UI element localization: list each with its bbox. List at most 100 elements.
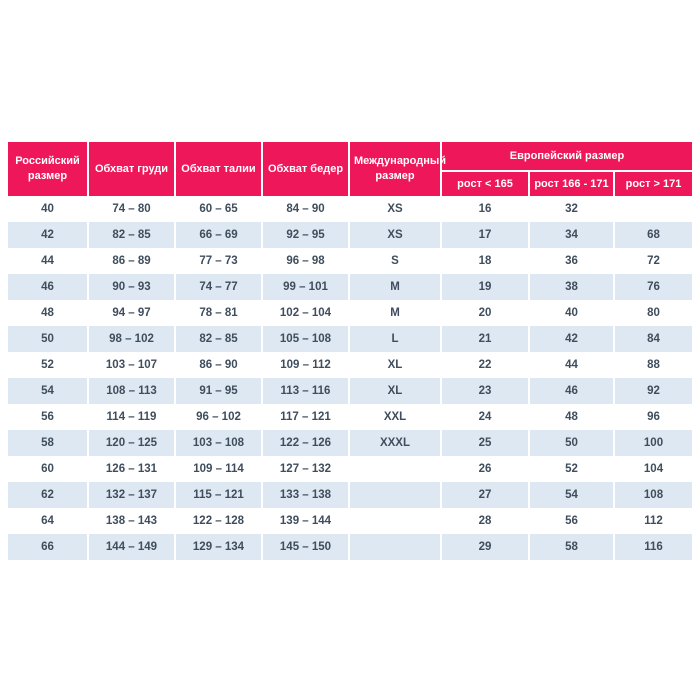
table-cell: XL <box>348 352 440 378</box>
table-cell: 132 – 137 <box>87 482 174 508</box>
table-cell: 68 <box>613 222 692 248</box>
table-row: 66 144 – 149 129 – 134 145 – 150 29 58 116 <box>8 534 692 560</box>
table-cell: 109 – 114 <box>174 456 261 482</box>
table-cell: 25 <box>440 430 528 456</box>
table-cell: 84 <box>613 326 692 352</box>
header-hips: Обхват бедер <box>261 142 348 196</box>
table-body: 40 74 – 80 60 – 65 84 – 90 XS 16 32 42 82 – 85 66… <box>8 196 692 560</box>
table-row: 64 138 – 143 122 – 128 139 – 144 28 56 112 <box>8 508 692 534</box>
table-cell: 84 – 90 <box>261 196 348 222</box>
header-international-size: Международный размер <box>348 142 446 196</box>
table-cell: M <box>348 300 440 326</box>
table-cell: 16 <box>440 196 528 222</box>
table-cell: 42 <box>8 222 87 248</box>
table-cell: 74 – 80 <box>87 196 174 222</box>
table-cell: 23 <box>440 378 528 404</box>
table-cell: 91 – 95 <box>174 378 261 404</box>
table-cell: 122 – 126 <box>261 430 348 456</box>
table-cell: 54 <box>528 482 613 508</box>
table-cell: XS <box>348 196 440 222</box>
table-cell: 46 <box>8 274 87 300</box>
table-cell: M <box>348 274 440 300</box>
table-cell: 104 <box>613 456 692 482</box>
table-cell: 40 <box>8 196 87 222</box>
table-cell: 52 <box>528 456 613 482</box>
table-cell <box>348 482 440 508</box>
table-cell: 120 – 125 <box>87 430 174 456</box>
table-cell: 36 <box>528 248 613 274</box>
table-cell: 145 – 150 <box>261 534 348 560</box>
table-cell: 117 – 121 <box>261 404 348 430</box>
table-cell: 27 <box>440 482 528 508</box>
table-cell: 21 <box>440 326 528 352</box>
table-cell: 100 <box>613 430 692 456</box>
table-cell <box>348 508 440 534</box>
table-cell: 44 <box>528 352 613 378</box>
table-cell: 99 – 101 <box>261 274 348 300</box>
table-cell: 129 – 134 <box>174 534 261 560</box>
table-cell: 96 – 102 <box>174 404 261 430</box>
table-cell: 19 <box>440 274 528 300</box>
table-row: 58 120 – 125 103 – 108 122 – 126 XXXL 25 50 100 <box>8 430 692 456</box>
header-row-sub: рост < 165 рост 166 - 171 рост > 171 <box>8 170 692 196</box>
table-cell: 42 <box>528 326 613 352</box>
table-cell: 108 <box>613 482 692 508</box>
table-cell: 20 <box>440 300 528 326</box>
table-cell: 109 – 112 <box>261 352 348 378</box>
table-cell: 105 – 108 <box>261 326 348 352</box>
table-cell: 22 <box>440 352 528 378</box>
table-cell: 82 – 85 <box>87 222 174 248</box>
table-cell: 44 <box>8 248 87 274</box>
header-chest: Обхват груди <box>87 142 174 196</box>
table-cell: 60 – 65 <box>174 196 261 222</box>
table-cell: 112 <box>613 508 692 534</box>
table-cell: S <box>348 248 440 274</box>
table-row: 54 108 – 113 91 – 95 113 – 116 XL 23 46 92 <box>8 378 692 404</box>
table-cell: 58 <box>528 534 613 560</box>
table-cell: 28 <box>440 508 528 534</box>
table-cell: 46 <box>528 378 613 404</box>
table-cell: 52 <box>8 352 87 378</box>
table-cell: 116 <box>613 534 692 560</box>
table-cell: 77 – 73 <box>174 248 261 274</box>
header-european-size: Европейский размер <box>440 142 692 171</box>
table-cell: 114 – 119 <box>87 404 174 430</box>
table-cell: 102 – 104 <box>261 300 348 326</box>
header-height-gt-171: рост > 171 <box>613 170 692 196</box>
table-row: 42 82 – 85 66 – 69 92 – 95 XS 17 34 68 <box>8 222 692 248</box>
table-cell: 92 <box>613 378 692 404</box>
table-cell: 126 – 131 <box>87 456 174 482</box>
table-row: 50 98 – 102 82 – 85 105 – 108 L 21 42 84 <box>8 326 692 352</box>
table-cell: 108 – 113 <box>87 378 174 404</box>
table-cell: 103 – 107 <box>87 352 174 378</box>
table-cell: 64 <box>8 508 87 534</box>
table-cell: 54 <box>8 378 87 404</box>
table-row: 46 90 – 93 74 – 77 99 – 101 M 19 38 76 <box>8 274 692 300</box>
table-cell: 94 – 97 <box>87 300 174 326</box>
table-cell: 17 <box>440 222 528 248</box>
table-cell: 86 – 90 <box>174 352 261 378</box>
table-cell: 88 <box>613 352 692 378</box>
table-cell: 32 <box>528 196 613 222</box>
table-cell: 113 – 116 <box>261 378 348 404</box>
header-height-lt-165: рост < 165 <box>440 170 528 196</box>
table-cell: 127 – 132 <box>261 456 348 482</box>
table-cell: L <box>348 326 440 352</box>
table-cell: XL <box>348 378 440 404</box>
table-cell: 50 <box>8 326 87 352</box>
table-cell: 58 <box>8 430 87 456</box>
table-cell: 56 <box>528 508 613 534</box>
table-row: 44 86 – 89 77 – 73 96 – 98 S 18 36 72 <box>8 248 692 274</box>
table-cell: XS <box>348 222 440 248</box>
table-cell <box>348 456 440 482</box>
table-cell: 50 <box>528 430 613 456</box>
table-cell: 96 – 98 <box>261 248 348 274</box>
table-cell: 122 – 128 <box>174 508 261 534</box>
table-cell: 56 <box>8 404 87 430</box>
table-cell: 138 – 143 <box>87 508 174 534</box>
table-row: 40 74 – 80 60 – 65 84 – 90 XS 16 32 <box>8 196 692 222</box>
table-cell: 139 – 144 <box>261 508 348 534</box>
table-cell: 66 – 69 <box>174 222 261 248</box>
table-cell: XXXL <box>348 430 440 456</box>
table-cell: 103 – 108 <box>174 430 261 456</box>
